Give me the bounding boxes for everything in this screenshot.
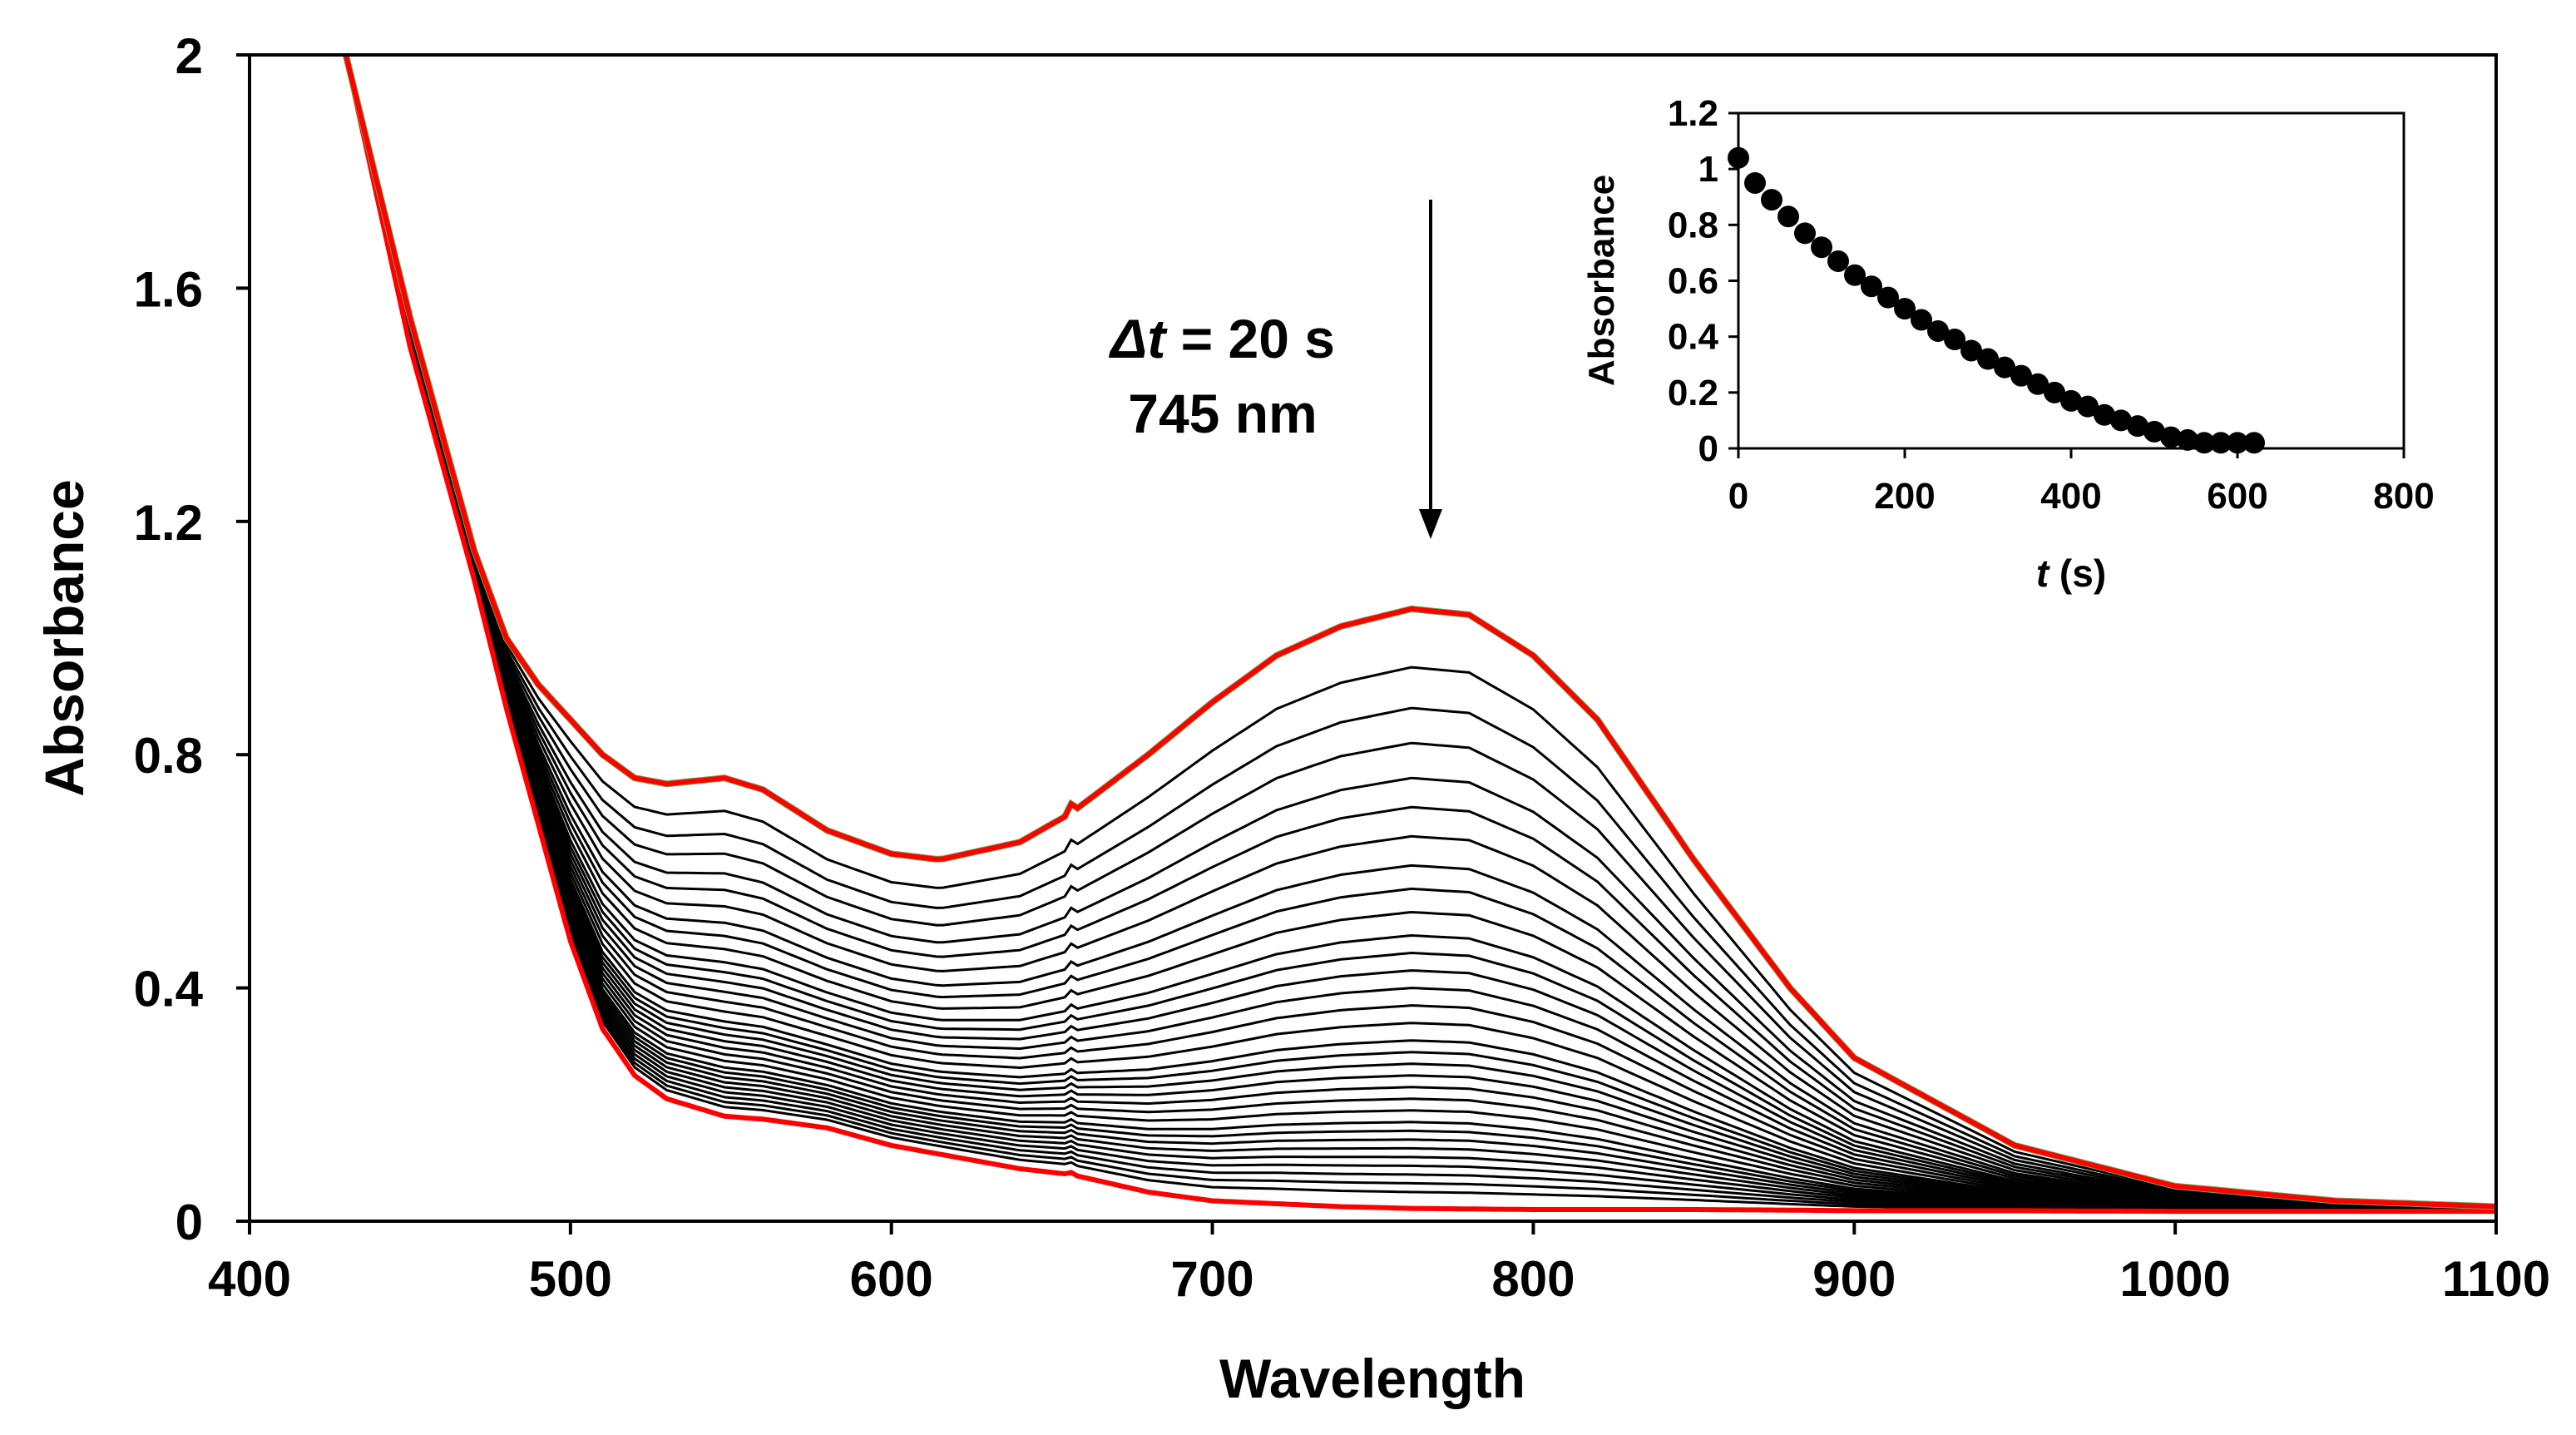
inset-x-axis-label-symbol: t <box>2036 552 2050 595</box>
inset-data-point <box>1827 250 1849 272</box>
inset-data-point <box>2127 415 2148 438</box>
inset-x-tick-label: 600 <box>2207 476 2267 517</box>
spectrum-line <box>344 55 2496 1210</box>
spectrum-line <box>344 55 2496 1210</box>
inset-data-point <box>2060 389 2082 412</box>
inset-ticks: 0 200 400 600 800 0 0.2 0.4 0.6 0.8 1 1.2 <box>1668 93 2435 517</box>
inset-data-point <box>2010 364 2032 387</box>
y-tick-label: 2 <box>176 28 203 84</box>
x-tick-label: 700 <box>1171 1251 1254 1307</box>
annotation-delta-t: Δt = 20 s <box>1108 308 1335 369</box>
inset-data-point <box>2210 432 2232 454</box>
y-tick-label: 1.6 <box>134 261 203 317</box>
inset-data-point <box>1927 319 1949 342</box>
inset-data-point <box>2094 403 2115 426</box>
annotation-delta-t-symbol: Δt <box>1108 308 1168 369</box>
inset-data-point <box>1844 264 1866 286</box>
inset-data-point <box>1744 171 1766 194</box>
main-x-axis-label: Wavelength <box>1219 1348 1525 1409</box>
inset-data-point <box>2160 426 2182 448</box>
main-ticks: 400 500 600 700 800 900 1000 1100 0 0.4 0.8 1.2 1.6 2 <box>134 28 2551 1307</box>
inset-data-point <box>1877 286 1899 309</box>
spectrum-line <box>344 55 2496 1210</box>
inset-data-point <box>2044 381 2065 403</box>
main-y-axis-label: Absorbance <box>33 479 95 796</box>
inset-data-point <box>1960 339 1982 362</box>
inset-x-axis-label-unit: (s) <box>2049 552 2106 595</box>
y-tick-label: 0.8 <box>134 728 203 784</box>
spectrum-line <box>344 55 2496 1209</box>
inset-data-point <box>2110 409 2132 432</box>
inset-x-tick-label: 400 <box>2040 476 2101 517</box>
inset-data-point <box>2177 428 2198 451</box>
main-plot-frame <box>248 53 2498 1223</box>
y-tick-label: 1.2 <box>134 495 203 551</box>
spectrum-line <box>344 55 2496 1210</box>
inset-y-tick-label: 0.6 <box>1668 261 1718 302</box>
inset-data-point <box>1994 356 2015 379</box>
inset-data-point <box>1977 348 1999 370</box>
x-tick-label: 400 <box>208 1251 291 1307</box>
inset-data-point <box>1794 222 1816 245</box>
spectrum-line <box>344 55 2496 1210</box>
inset-data-point <box>1728 146 1749 169</box>
inset-y-axis-label: Absorbance <box>1581 175 1622 386</box>
spectrum-line <box>344 55 2496 1210</box>
inset-data-point <box>1944 329 1965 351</box>
inset-y-tick-label: 0.4 <box>1668 317 1719 358</box>
spectrum-line <box>344 55 2496 1209</box>
x-tick-label: 900 <box>1812 1251 1896 1307</box>
x-tick-label: 1100 <box>2442 1251 2550 1307</box>
inset-y-tick-label: 0.8 <box>1668 205 1718 245</box>
final-spectrum-line <box>343 55 2496 1215</box>
annotation-arrow-head <box>1419 509 1442 539</box>
inset-y-tick-label: 0 <box>1698 428 1718 469</box>
inset-data-point <box>2193 432 2215 454</box>
x-tick-label: 600 <box>850 1251 933 1307</box>
inset-x-tick-label: 800 <box>2373 476 2434 517</box>
inset-x-axis-label: t (s) <box>2036 552 2106 595</box>
inset-y-tick-label: 1 <box>1698 149 1718 190</box>
inset-data-point <box>1911 309 1932 331</box>
annotation-wavelength: 745 nm <box>1128 383 1317 444</box>
initial-spectrum-line <box>343 55 2496 1210</box>
x-tick-label: 1000 <box>2119 1251 2230 1307</box>
main-series-group <box>342 55 2496 1215</box>
y-tick-label: 0.4 <box>134 962 204 1017</box>
inset-data-point <box>2143 420 2165 443</box>
inset-data-point <box>1761 189 1782 211</box>
x-tick-label: 800 <box>1491 1251 1575 1307</box>
spectrum-line <box>344 55 2496 1210</box>
inset-data-point <box>1777 205 1799 228</box>
main-plot-area: 400 500 600 700 800 900 1000 1100 0 0.4 0.8 1.2 1.6 2… <box>33 28 2551 1409</box>
inset-data-point <box>1811 236 1832 259</box>
inset-x-tick-label: 0 <box>1728 476 1748 517</box>
inset-points <box>1728 146 2265 454</box>
inset-data-point <box>1861 275 1882 298</box>
inset-y-tick-label: 1.2 <box>1668 93 1718 134</box>
inset-x-tick-label: 200 <box>1874 476 1935 517</box>
inset-data-point <box>2227 432 2248 454</box>
inset-data-point <box>2027 373 2049 395</box>
y-tick-label: 0 <box>176 1195 203 1250</box>
inset-data-point <box>2077 395 2099 418</box>
inset-plot-area: 0 200 400 600 800 0 0.2 0.4 0.6 0.8 1 1.2 t (s) Abs… <box>1581 93 2435 595</box>
inset-y-tick-label: 0.2 <box>1668 373 1718 413</box>
annotation-delta-t-value: = 20 s <box>1165 308 1335 369</box>
inset-data-point <box>1894 298 1916 320</box>
x-tick-label: 500 <box>529 1251 612 1307</box>
inset-data-point <box>2243 432 2265 454</box>
